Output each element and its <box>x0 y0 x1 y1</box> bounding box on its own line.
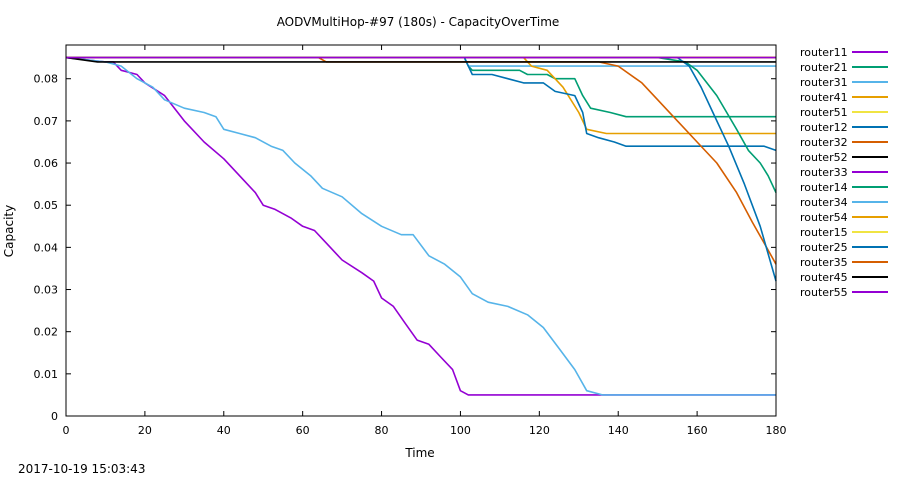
legend-label-router15: router15 <box>800 226 848 239</box>
series-line-router33 <box>65 56 776 396</box>
legend-label-router14: router14 <box>800 181 848 194</box>
legend-label-router54: router54 <box>800 211 848 224</box>
plot-lines <box>65 56 777 396</box>
series-line-router25 <box>66 56 777 282</box>
legend-label-router51: router51 <box>800 106 848 119</box>
x-tick-label: 20 <box>138 424 152 437</box>
legend-label-router12: router12 <box>800 121 848 134</box>
legend-label-router55: router55 <box>800 286 848 299</box>
legend-label-router45: router45 <box>800 271 848 284</box>
series-line-router12 <box>66 56 777 152</box>
x-tick-label: 60 <box>296 424 310 437</box>
x-tick-label: 180 <box>766 424 787 437</box>
y-tick-label: 0.07 <box>34 115 59 128</box>
timestamp: 2017-10-19 15:03:43 <box>18 462 146 476</box>
series-line-router34 <box>65 56 776 396</box>
chart-title: AODVMultiHop-#97 (180s) - CapacityOverTi… <box>277 15 560 29</box>
legend-label-router31: router31 <box>800 76 848 89</box>
series-line-router41 <box>66 56 776 135</box>
legend-label-router21: router21 <box>800 61 848 74</box>
y-axis: 0 0.01 0.02 0.03 0.04 0.05 0.06 0.07 0.08 <box>34 73 776 423</box>
series-line-router45 <box>65 56 776 63</box>
series-line-router14 <box>66 56 777 193</box>
legend-label-router33: router33 <box>800 166 848 179</box>
legend-label-router32: router32 <box>800 136 848 149</box>
x-axis-label: Time <box>404 446 434 460</box>
legend: router11 router21 router31 router41 router51… <box>800 46 888 299</box>
x-tick-label: 40 <box>217 424 231 437</box>
legend-label-router41: router41 <box>800 91 848 104</box>
y-tick-label: 0.01 <box>34 368 59 381</box>
x-tick-label: 100 <box>450 424 471 437</box>
y-tick-label: 0.04 <box>34 241 59 254</box>
x-axis: 0 20 40 60 80 100 120 140 160 180 <box>63 45 787 437</box>
x-tick-label: 80 <box>375 424 389 437</box>
legend-label-router25: router25 <box>800 241 848 254</box>
legend-label-router35: router35 <box>800 256 848 269</box>
y-tick-label: 0.08 <box>34 73 59 86</box>
y-tick-label: 0.05 <box>34 199 59 212</box>
x-tick-label: 120 <box>529 424 550 437</box>
x-tick-label: 140 <box>608 424 629 437</box>
x-tick-label: 160 <box>687 424 708 437</box>
y-tick-label: 0 <box>51 410 58 423</box>
series-line-router32 <box>66 56 777 265</box>
plot-frame <box>65 44 777 417</box>
y-tick-label: 0.02 <box>34 326 59 339</box>
x-tick-label: 0 <box>63 424 70 437</box>
legend-label-router11: router11 <box>800 46 848 59</box>
y-tick-label: 0.06 <box>34 157 59 170</box>
legend-label-router34: router34 <box>800 196 848 209</box>
y-axis-label: Capacity <box>2 205 16 257</box>
y-tick-label: 0.03 <box>34 284 59 297</box>
legend-label-router52: router52 <box>800 151 848 164</box>
